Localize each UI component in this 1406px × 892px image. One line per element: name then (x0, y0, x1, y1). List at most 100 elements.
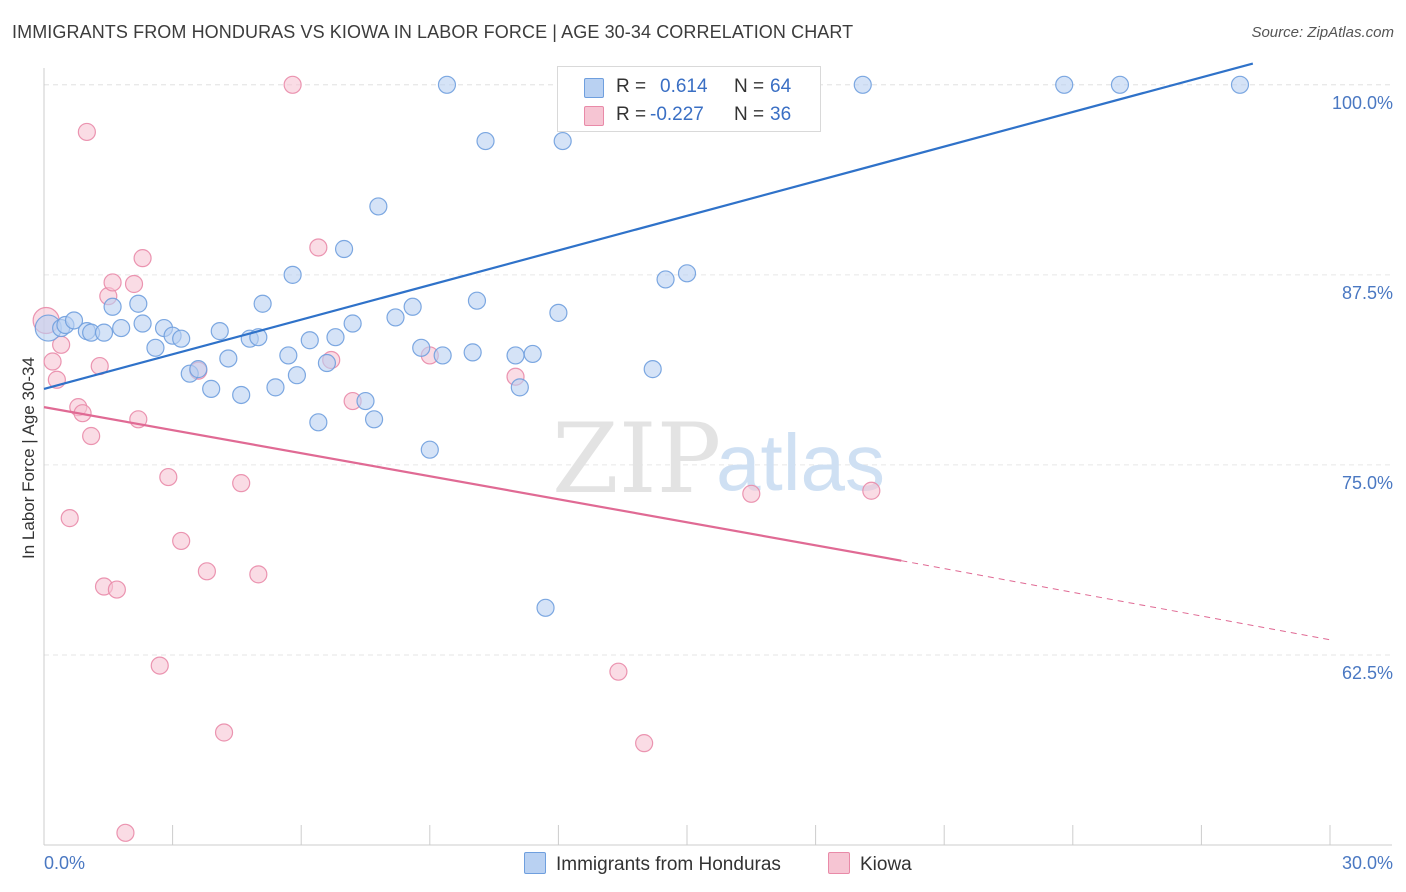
kiowa-point (133, 249, 152, 268)
axes (43, 68, 1392, 846)
honduras-point (356, 391, 375, 411)
honduras-point (326, 328, 345, 347)
bottom-legend-kiowa: Kiowa (828, 852, 912, 876)
honduras-point (266, 378, 285, 397)
honduras-point (476, 131, 495, 151)
honduras-point (202, 379, 221, 398)
watermark-zip: ZIP (552, 403, 721, 515)
honduras-point (279, 346, 298, 365)
kiowa-point (283, 75, 302, 94)
honduras-point (643, 360, 662, 379)
kiowa-point (172, 531, 191, 551)
bottom-legend-swatch-pink (828, 852, 850, 874)
honduras-point (64, 311, 84, 330)
honduras-point (364, 410, 384, 429)
kiowa-point (159, 467, 178, 487)
legend-r-label: R = (616, 104, 647, 125)
honduras-point (189, 360, 208, 379)
honduras-point (112, 318, 131, 338)
honduras-point (677, 264, 697, 283)
bottom-legend-label: Kiowa (860, 854, 912, 875)
honduras-point (343, 314, 362, 333)
honduras-point (369, 197, 388, 216)
kiowa-point (82, 426, 101, 446)
y-tick-label: 87.5% (1342, 283, 1393, 303)
honduras-point (317, 353, 337, 373)
honduras-points (34, 75, 1250, 617)
honduras-point (1055, 75, 1074, 94)
bottom-legend-swatch-blue (524, 852, 546, 874)
x-tick-label: 0.0% (44, 853, 85, 873)
y-tick-labels: 62.5% 75.0% 87.5% 100.0% (1332, 93, 1393, 683)
kiowa-point (609, 662, 628, 681)
honduras-point (412, 338, 431, 357)
honduras-point (463, 343, 482, 362)
honduras-point (210, 322, 229, 341)
bottom-legend-label: Immigrants from Honduras (556, 854, 781, 875)
kiowa-point (103, 273, 122, 292)
kiowa-point (635, 734, 654, 753)
legend-n-label: N = (734, 104, 765, 125)
x-tick-labels: 0.0% 30.0% (44, 853, 1393, 873)
honduras-point (283, 265, 302, 284)
honduras-point (437, 75, 457, 94)
honduras-point (219, 349, 238, 368)
legend-r-value: -0.227 (650, 104, 704, 125)
legend-n-value: 64 (770, 76, 792, 97)
legend-r-label: R = (616, 76, 647, 97)
honduras-point (146, 338, 165, 357)
kiowa-point (150, 656, 169, 675)
kiowa-trend-line (43, 406, 902, 562)
watermark: ZIP atlas (552, 403, 885, 515)
honduras-point (232, 385, 251, 405)
correlation-legend: R = 0.614 N = 64 R = -0.227 N = 36 (557, 66, 821, 132)
honduras-point (94, 323, 114, 342)
honduras-point (1110, 75, 1130, 94)
y-tick-label: 62.5% (1342, 663, 1393, 683)
kiowa-point (742, 484, 761, 503)
kiowa-point (124, 274, 144, 294)
kiowa-point (249, 565, 268, 584)
honduras-point (172, 329, 191, 348)
kiowa-point (197, 562, 216, 581)
kiowa-point (232, 474, 251, 493)
kiowa-point (60, 509, 79, 528)
honduras-point (129, 294, 148, 313)
kiowa-point (862, 481, 881, 500)
kiowa-point (116, 823, 135, 842)
bottom-legend-honduras: Immigrants from Honduras (524, 852, 781, 876)
kiowa-point (309, 238, 328, 257)
source-label: Source: ZipAtlas.com (1251, 24, 1394, 41)
y-tick-label: 100.0% (1332, 93, 1393, 113)
trend-lines (43, 62, 1331, 641)
honduras-point (287, 366, 307, 385)
legend-swatch-blue (584, 78, 604, 98)
honduras-point (549, 303, 568, 322)
chart-title: IMMIGRANTS FROM HONDURAS VS KIOWA IN LAB… (12, 22, 854, 42)
honduras-point (420, 440, 439, 459)
honduras-point (433, 346, 452, 365)
legend-row-honduras: R = 0.614 N = 64 (558, 72, 820, 102)
grid (44, 84, 1392, 656)
honduras-point (536, 598, 555, 617)
legend-swatch-pink (584, 106, 604, 126)
y-tick-label: 75.0% (1342, 473, 1393, 493)
honduras-point (523, 344, 542, 364)
honduras-point (300, 331, 319, 350)
honduras-point (334, 239, 354, 259)
kiowa-trend-line-dashed (901, 560, 1331, 641)
honduras-point (853, 75, 872, 94)
kiowa-point (107, 580, 126, 599)
honduras-point (656, 270, 675, 289)
honduras-point (403, 297, 422, 316)
y-axis-label: In Labor Force | Age 30-34 (19, 357, 38, 559)
x-tick-label: 30.0% (1342, 853, 1393, 873)
honduras-point (467, 291, 487, 310)
watermark-atlas: atlas (716, 418, 885, 507)
legend-r-value: 0.614 (660, 76, 708, 97)
honduras-point (510, 378, 529, 397)
honduras-trend-line (43, 62, 1254, 390)
honduras-point (506, 346, 525, 365)
legend-row-kiowa: R = -0.227 N = 36 (558, 100, 820, 130)
